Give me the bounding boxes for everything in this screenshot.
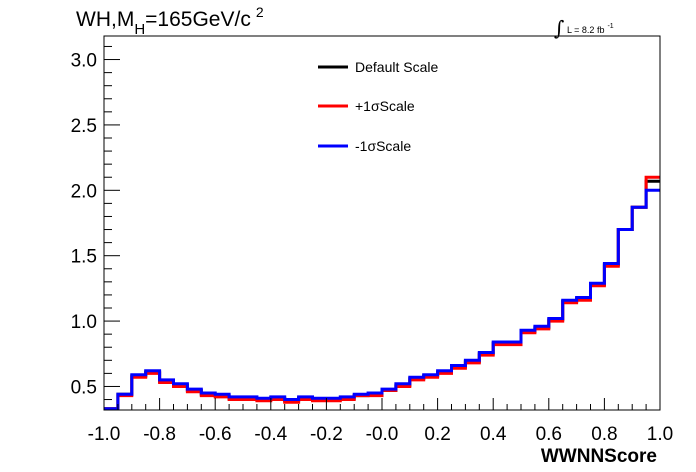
x-tick-label: -0.8 xyxy=(143,424,176,445)
legend-label: +1σScale xyxy=(355,98,415,114)
luminosity-label: ∫ L = 8.2 fb -1 xyxy=(554,16,614,40)
x-axis-label: WWNNScore xyxy=(541,446,657,467)
title-subscript: H xyxy=(134,21,145,38)
title-rest: =165GeV/c xyxy=(145,8,251,31)
title-superscript: 2 xyxy=(256,4,264,20)
series-2-line xyxy=(104,188,660,411)
x-tick-label: -0.4 xyxy=(254,424,287,445)
axis-layer: -1.0 -0.8 -0.6 -0.4 -0.2 -0.0 0.2 0.4 0.6 0.8 1.0 0… xyxy=(71,45,673,445)
y-tick-label: 1.0 xyxy=(71,312,97,333)
x-tick-label: 1.0 xyxy=(647,424,673,445)
y-tick-label: 0.5 xyxy=(71,377,97,398)
y-tick-label: 1.5 xyxy=(71,247,97,268)
legend-label: -1σScale xyxy=(355,138,411,154)
y-tick-label: 2.5 xyxy=(71,116,97,137)
y-tick-label: 3.0 xyxy=(71,51,97,72)
legend-label: Default Scale xyxy=(355,59,438,75)
lumi-text: L = 8.2 fb -1 xyxy=(567,23,614,35)
lumi-superscript: -1 xyxy=(607,23,613,30)
x-tick-label: -0.0 xyxy=(366,424,399,445)
y-tick-label: 2.0 xyxy=(71,181,97,202)
lumi-value: L = 8.2 fb xyxy=(567,25,604,35)
x-tick-label: 0.8 xyxy=(591,424,617,445)
series-layer xyxy=(104,175,660,411)
x-tick-label: 0.4 xyxy=(480,424,507,445)
x-tick-label: -0.2 xyxy=(310,424,343,445)
x-tick-label: 0.2 xyxy=(424,424,450,445)
x-tick-label: -1.0 xyxy=(88,424,121,445)
x-tick-label: -0.6 xyxy=(199,424,232,445)
title-main: WH,M xyxy=(76,8,134,31)
x-tick-label: 0.6 xyxy=(536,424,562,445)
integral-sign: ∫ xyxy=(554,16,564,40)
chart-title: WH,MH=165GeV/c 2 xyxy=(76,4,264,38)
legend: Default Scale +1σScale -1σScale xyxy=(318,59,438,154)
